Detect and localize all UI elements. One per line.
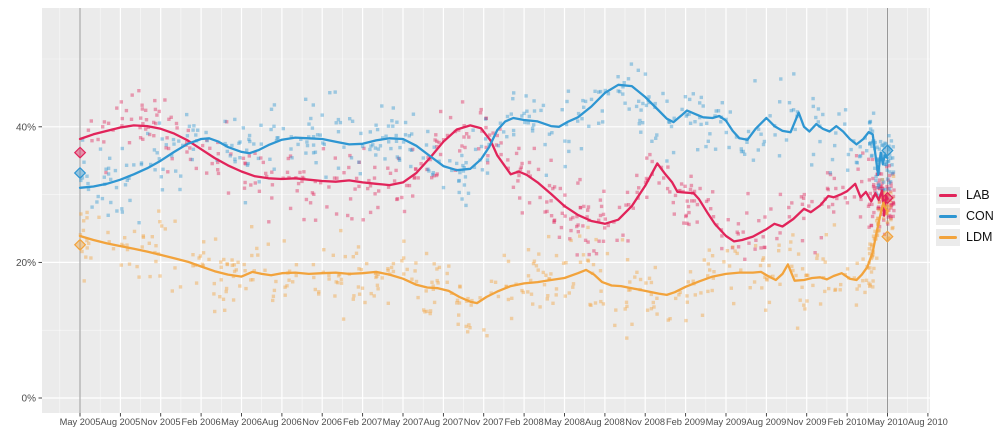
- svg-text:Nov 2006: Nov 2006: [302, 417, 342, 427]
- svg-text:Aug 2007: Aug 2007: [423, 417, 463, 427]
- legend-entry-ldm[interactable]: LDM: [936, 229, 994, 246]
- legend-label-lab: LAB: [966, 188, 990, 202]
- svg-text:May 2007: May 2007: [383, 417, 424, 427]
- svg-text:Nov 2009: Nov 2009: [787, 417, 827, 427]
- svg-text:Feb 2007: Feb 2007: [343, 417, 382, 427]
- svg-text:Aug 2010: Aug 2010: [908, 417, 948, 427]
- plot-background: [42, 8, 930, 413]
- legend-label-ldm: LDM: [966, 230, 993, 244]
- legend-entry-lab[interactable]: LAB: [936, 187, 994, 204]
- y-axis-labels: 0% 20% 40%: [16, 122, 36, 404]
- legend-entry-con[interactable]: CON: [936, 208, 994, 225]
- svg-text:Feb 2010: Feb 2010: [827, 417, 866, 427]
- svg-text:Nov 2007: Nov 2007: [464, 417, 504, 427]
- axis-tick-marks: [38, 126, 929, 417]
- chart-legend: LAB CON LDM: [936, 187, 994, 246]
- election-result-markers: [73, 144, 894, 251]
- svg-text:Aug 2008: Aug 2008: [585, 417, 625, 427]
- svg-text:Aug 2009: Aug 2009: [746, 417, 786, 427]
- svg-text:May 2010: May 2010: [867, 417, 908, 427]
- svg-text:Nov 2005: Nov 2005: [141, 417, 181, 427]
- x-axis-labels: May 2005 Aug 2005 Nov 2005 Feb 2006 May 2006…: [60, 417, 948, 427]
- svg-text:Nov 2008: Nov 2008: [625, 417, 665, 427]
- ldm-line-swatch: [939, 236, 957, 239]
- grid-minor: [42, 8, 930, 413]
- lab-line-swatch: [939, 194, 957, 197]
- svg-text:Feb 2008: Feb 2008: [504, 417, 543, 427]
- con-trend-line: [78, 83, 889, 189]
- svg-text:20%: 20%: [16, 258, 36, 269]
- svg-text:40%: 40%: [16, 122, 36, 133]
- svg-text:0%: 0%: [22, 394, 37, 405]
- svg-text:May 2005: May 2005: [60, 417, 101, 427]
- svg-text:Feb 2009: Feb 2009: [666, 417, 705, 427]
- svg-text:May 2008: May 2008: [544, 417, 585, 427]
- svg-text:May 2009: May 2009: [706, 417, 747, 427]
- ldm-trend-line: [78, 201, 889, 305]
- svg-text:Feb 2006: Feb 2006: [181, 417, 220, 427]
- legend-key-lab: [936, 187, 960, 204]
- con-line-swatch: [939, 215, 957, 218]
- legend-key-con: [936, 208, 960, 225]
- svg-text:Aug 2005: Aug 2005: [100, 417, 140, 427]
- legend-key-ldm: [936, 229, 960, 246]
- svg-text:Aug 2006: Aug 2006: [262, 417, 302, 427]
- svg-text:May 2006: May 2006: [221, 417, 262, 427]
- legend-label-con: CON: [966, 209, 994, 223]
- lab-trend-line: [78, 124, 889, 243]
